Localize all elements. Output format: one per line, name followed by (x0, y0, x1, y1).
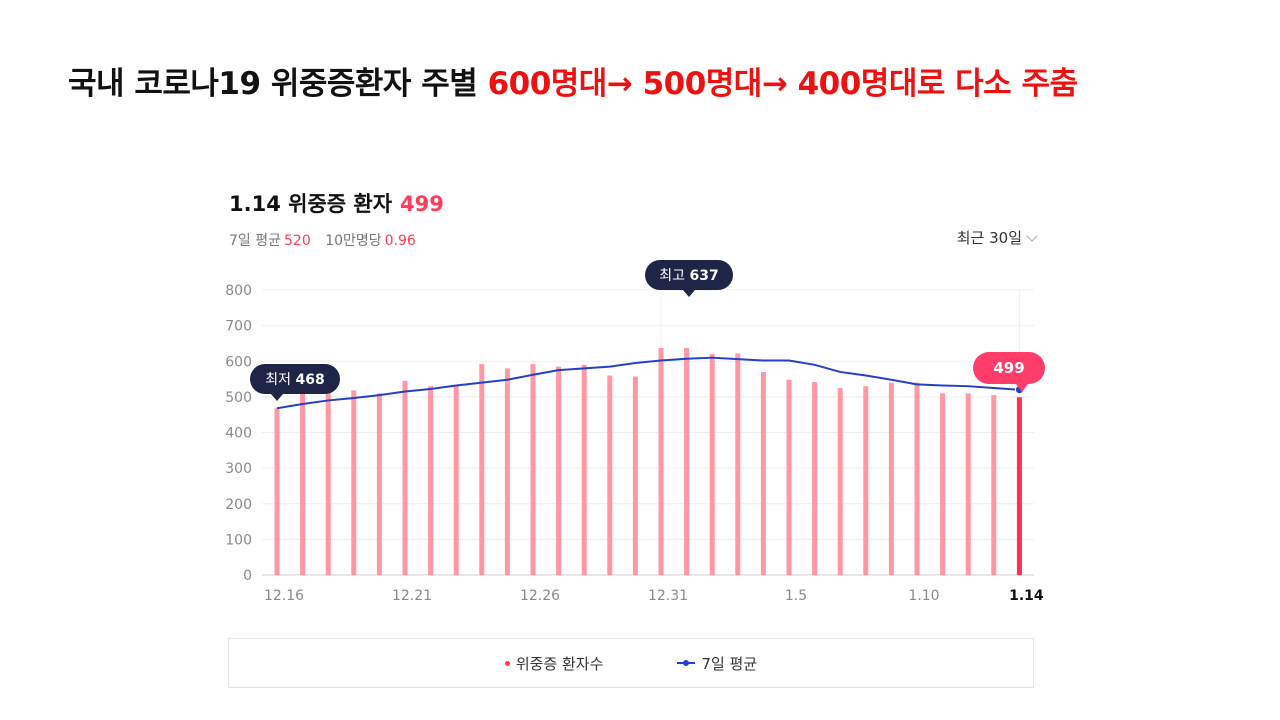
dot-icon (504, 660, 510, 666)
x-tick-label: 12.21 (392, 588, 432, 604)
y-tick-label: 0 (243, 568, 252, 584)
bar (760, 371, 766, 575)
bar (325, 391, 331, 575)
y-tick-label: 800 (225, 283, 252, 299)
last-value-badge-bubble (973, 352, 1045, 384)
bar (504, 368, 510, 575)
card-date-label: 1.14 위중증 환자 (229, 192, 393, 216)
bar (453, 385, 459, 575)
y-tick-label: 400 (225, 426, 252, 442)
per-capita-label: 10만명당 (325, 233, 382, 249)
bar (300, 389, 306, 575)
legend: 위중증 환자수 7일 평균 (228, 638, 1034, 688)
last-value-badge-pointer (1016, 384, 1028, 392)
line-marker-icon (677, 660, 696, 666)
min-tooltip-pointer (271, 394, 283, 401)
max-tooltip: 최고 637 (645, 260, 733, 297)
min-tooltip: 최저 468 (250, 364, 340, 401)
per-capita-value: 0.96 (384, 233, 416, 249)
x-tick-label: 1.10 (908, 588, 939, 604)
max-tooltip-pointer (683, 290, 695, 297)
legend-item-bar[interactable]: 위중증 환자수 (504, 653, 604, 674)
bar (556, 366, 562, 575)
bar (402, 380, 408, 575)
slide-title-highlight: 600명대→ 500명대→ 400명대로 다소 주춤 (487, 66, 1078, 102)
legend-label-bar: 위중증 환자수 (515, 654, 604, 673)
bar (428, 386, 434, 575)
slide-title: 국내 코로나19 위중증환자 주별 600명대→ 500명대→ 400명대로 다… (68, 58, 1078, 103)
y-tick-label: 500 (225, 390, 252, 406)
bar (607, 375, 613, 575)
avg-value: 520 (284, 233, 311, 249)
max-tooltip-value: 637 (689, 268, 718, 284)
slide-title-main: 국내 코로나19 위중증환자 주별 (68, 66, 488, 102)
legend-item-line[interactable]: 7일 평균 (677, 653, 757, 674)
y-tick-label: 200 (225, 497, 252, 513)
bar (376, 393, 382, 575)
bar (709, 354, 715, 575)
bar (837, 387, 843, 575)
max-tooltip-text: 최고 637 (659, 268, 718, 284)
x-tick-label: 12.26 (520, 588, 560, 604)
min-tooltip-text: 최저 468 (265, 372, 324, 388)
bar (735, 353, 741, 575)
range-select[interactable]: 최근 30일 (956, 227, 1038, 248)
last-value-badge-text: 499 (993, 359, 1024, 377)
bar (1016, 397, 1022, 575)
bar (812, 381, 818, 575)
last-value-badge: 499 (973, 352, 1045, 392)
x-tick-label: 12.31 (648, 588, 688, 604)
bar-layer (274, 348, 1022, 575)
sub-stats: 7일 평균 520 10만명당 0.96 (229, 230, 426, 250)
max-tooltip-label: 최고 (659, 268, 689, 284)
min-tooltip-value: 468 (295, 372, 324, 388)
x-tick-label: 1.14 (1009, 588, 1044, 604)
avg-label: 7일 평균 (229, 233, 281, 249)
legend-label-line: 7일 평균 (701, 654, 758, 673)
label-layer: 0 100 200 300 400 500 600 700 800 12.16 12.21 12.26… (225, 283, 1044, 604)
bar (274, 408, 280, 575)
current-value: 499 (400, 192, 444, 216)
bar (581, 364, 587, 575)
y-tick-label: 300 (225, 461, 252, 477)
bar (991, 395, 997, 575)
max-tooltip-bubble (645, 260, 733, 290)
avg-line (276, 356, 1020, 410)
bar (351, 390, 357, 575)
y-tick-label: 100 (225, 532, 252, 548)
y-tick-label: 700 (225, 319, 252, 335)
bar (684, 348, 690, 575)
bar (479, 364, 485, 575)
bar (658, 348, 664, 575)
bar (965, 393, 971, 575)
bar (914, 382, 920, 575)
bar (786, 379, 792, 575)
bar (940, 393, 946, 575)
min-tooltip-bubble (250, 364, 340, 394)
bar (863, 386, 869, 575)
bar (888, 382, 894, 575)
range-select-label: 최근 30일 (956, 229, 1022, 247)
line-layer (276, 356, 1024, 410)
y-tick-label: 600 (225, 354, 252, 370)
bar (530, 364, 536, 575)
min-tooltip-label: 최저 (265, 372, 295, 388)
card-title: 1.14 위중증 환자 499 (229, 188, 444, 218)
x-tick-label: 1.5 (785, 588, 807, 604)
x-tick-label: 12.16 (264, 588, 304, 604)
annotation-layer: 최저 468 최고 637 499 (250, 260, 1045, 401)
bar (632, 376, 638, 575)
